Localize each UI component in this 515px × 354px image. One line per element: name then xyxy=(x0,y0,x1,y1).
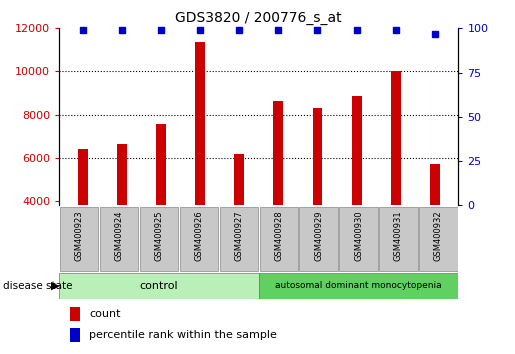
Bar xyxy=(59,273,259,299)
Text: GSM400930: GSM400930 xyxy=(354,211,363,261)
Bar xyxy=(419,207,457,271)
Text: percentile rank within the sample: percentile rank within the sample xyxy=(90,330,277,340)
Text: GSM400932: GSM400932 xyxy=(434,211,443,261)
Text: GSM400927: GSM400927 xyxy=(234,211,243,261)
Bar xyxy=(156,124,166,287)
Bar xyxy=(339,207,377,271)
Text: GSM400928: GSM400928 xyxy=(274,211,283,261)
Bar xyxy=(352,96,362,287)
Text: GSM400926: GSM400926 xyxy=(195,211,203,261)
Bar xyxy=(140,207,178,271)
Text: control: control xyxy=(140,281,178,291)
Text: GSM400925: GSM400925 xyxy=(154,211,163,261)
Bar xyxy=(260,207,298,271)
Text: GSM400929: GSM400929 xyxy=(314,211,323,261)
Bar xyxy=(380,207,418,271)
Text: GSM400923: GSM400923 xyxy=(75,211,83,261)
Text: GSM400924: GSM400924 xyxy=(115,211,124,261)
Text: autosomal dominant monocytopenia: autosomal dominant monocytopenia xyxy=(275,281,442,290)
Text: count: count xyxy=(90,309,121,319)
Bar xyxy=(70,328,80,342)
Text: GSM400931: GSM400931 xyxy=(394,211,403,261)
Bar xyxy=(430,164,440,287)
Bar xyxy=(234,154,244,287)
Bar xyxy=(100,207,138,271)
Bar xyxy=(273,101,283,287)
Bar xyxy=(300,207,338,271)
Text: ▶: ▶ xyxy=(52,281,60,291)
Bar xyxy=(195,42,205,287)
Bar xyxy=(220,207,258,271)
Bar xyxy=(70,307,80,320)
Bar xyxy=(117,144,127,287)
Bar xyxy=(313,108,322,287)
Title: GDS3820 / 200776_s_at: GDS3820 / 200776_s_at xyxy=(176,11,342,24)
Text: disease state: disease state xyxy=(3,281,72,291)
Bar xyxy=(60,207,98,271)
Bar xyxy=(180,207,218,271)
Bar xyxy=(391,72,401,287)
Bar xyxy=(259,273,458,299)
Bar xyxy=(78,149,88,287)
